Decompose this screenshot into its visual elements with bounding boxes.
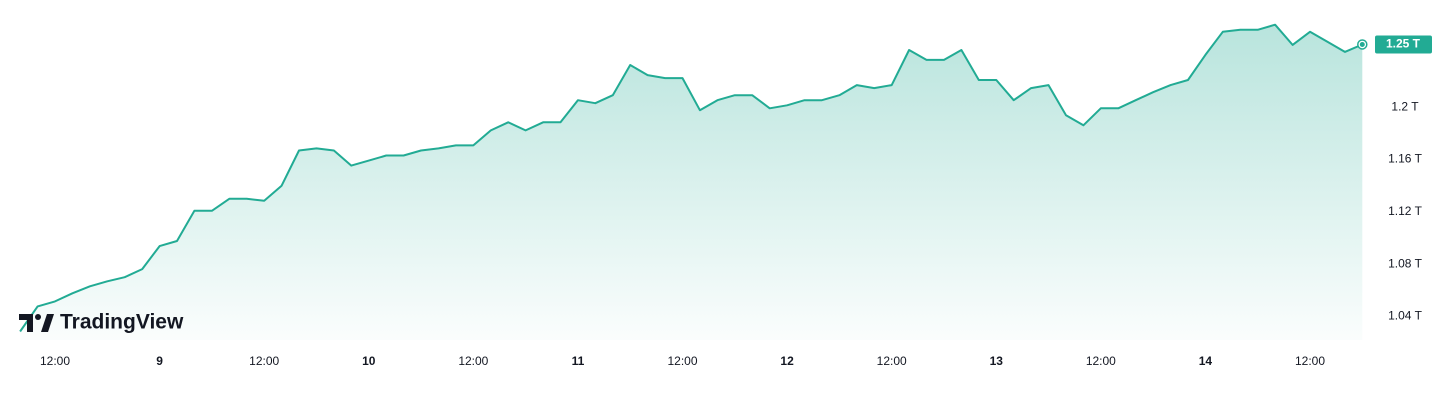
x-tick-label: 11: [572, 354, 585, 368]
y-tick-label: 1.16 T: [1388, 152, 1422, 166]
y-tick-label: 1.12 T: [1388, 204, 1422, 218]
x-tick-label: 9: [156, 354, 163, 368]
x-tick-label: 13: [990, 354, 1004, 368]
last-price-label: 1.25 T: [1386, 37, 1421, 51]
logo-mark: [19, 314, 33, 332]
x-tick-label: 12:00: [1086, 354, 1116, 368]
area-fill: [20, 24, 1363, 340]
logo-dot: [35, 314, 41, 320]
x-tick-label: 12:00: [877, 354, 907, 368]
watermark: TradingView: [60, 311, 184, 334]
x-tick-label: 12: [780, 354, 794, 368]
y-tick-label: 1.04 T: [1388, 309, 1422, 323]
last-point-dot: [1359, 41, 1365, 47]
y-tick-label: 1.08 T: [1388, 256, 1422, 270]
logo: TradingView: [19, 311, 184, 334]
x-tick-label: 12:00: [1295, 354, 1325, 368]
x-tick-label: 12:00: [40, 354, 70, 368]
x-tick-label: 12:00: [458, 354, 488, 368]
x-tick-label: 12:00: [249, 354, 279, 368]
logo-mark: [41, 314, 54, 332]
x-tick-label: 14: [1199, 354, 1213, 368]
x-tick-label: 10: [362, 354, 376, 368]
y-tick-label: 1.2 T: [1391, 99, 1419, 113]
price-line: [19, 23, 1363, 333]
x-tick-label: 12:00: [667, 354, 697, 368]
last-price-tag: [1375, 35, 1432, 54]
